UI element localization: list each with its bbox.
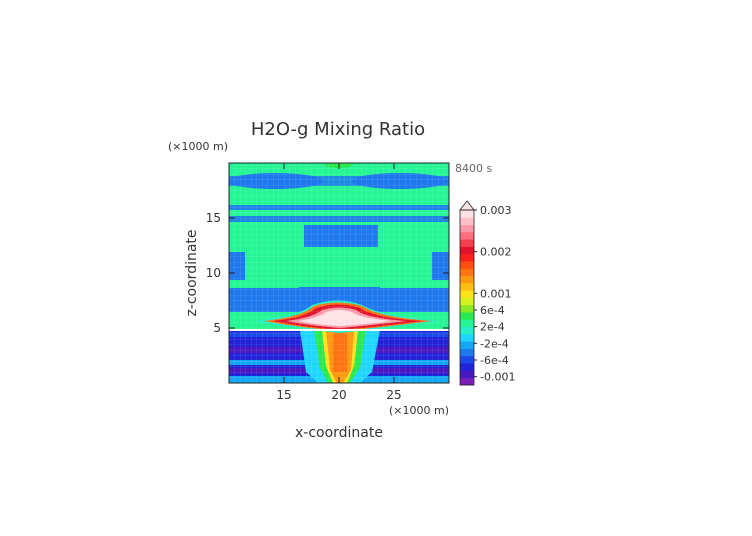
y-axis-label: z-coordinate [184,229,200,316]
colorbar-frame [459,209,475,386]
y-tick-label: 10 [206,266,221,280]
x-tick-label: 15 [276,388,291,402]
colorbar-swatch [460,253,474,262]
x-axis-label: x-coordinate [295,425,383,441]
colorbar-label: 6e-4 [480,304,505,317]
colorbar-swatch [460,210,474,218]
colorbar-extend-arrow [459,200,475,211]
colorbar-swatch [460,333,474,342]
colorbar-label: -2e-4 [480,337,509,350]
y-unit-label: (×1000 m) [168,140,228,153]
colorbar-label: 0.001 [480,287,512,300]
heatmap-plot [228,162,450,384]
colorbar-swatch [460,275,474,284]
field-cell-grid [229,163,449,383]
colorbar-swatch [460,319,474,328]
y-axis: 5 10 15 [206,211,449,335]
colorbar-label: 0.002 [480,246,512,259]
x-tick-label: 25 [386,388,401,402]
x-unit-label: (×1000 m) [389,404,449,417]
colorbar-swatch [460,297,474,306]
x-axis: 15 20 25 [276,163,402,402]
x-tick-label: 20 [331,388,346,402]
colorbar-swatch [460,239,474,247]
colorbar-swatch [460,326,474,335]
colorbar-label: 0.003 [480,204,512,217]
colorbar-swatch [460,304,474,313]
colorbar-swatch [460,312,474,320]
colorbar-swatch [460,268,474,277]
colorbar-swatch [460,246,474,255]
y-tick-label: 5 [213,321,221,335]
y-tick-label: 15 [206,211,221,225]
colorbar-swatch [460,217,474,225]
colorbar-swatch [460,290,474,298]
colorbar-swatch [460,355,474,364]
colorbar-swatch [460,370,474,379]
colorbar-swatch [460,341,474,349]
colorbar-swatch [460,282,474,291]
colorbar-swatch [460,224,474,233]
colorbar-swatch [460,348,474,357]
colorbar-label: -0.001 [480,371,515,384]
colorbar: 0.003 0.002 0.001 6e-4 2e-4 -2e-4 -6e-4 -0.001 [459,200,515,386]
colorbar-swatch [460,363,474,371]
time-label: 8400 s [455,162,492,175]
colorbar-swatch [460,231,474,240]
colorbar-label: -6e-4 [480,354,509,367]
colorbar-label: 2e-4 [480,321,505,334]
chart-title: H2O-g Mixing Ratio [251,119,425,140]
colorbar-swatch [460,261,474,269]
colorbar-swatch [460,377,474,386]
